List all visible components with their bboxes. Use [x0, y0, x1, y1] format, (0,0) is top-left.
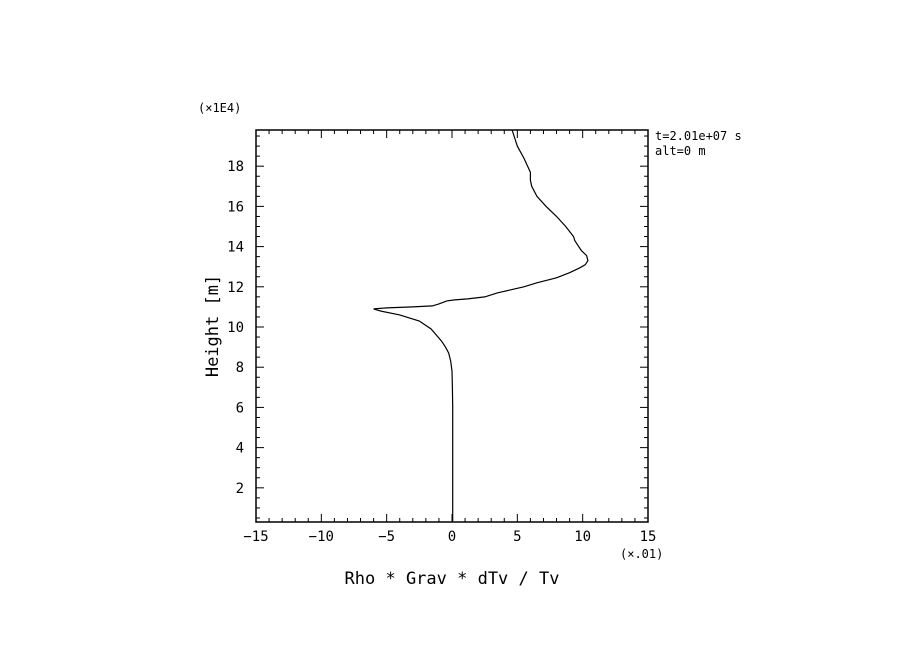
y-tick-label: 2	[236, 481, 244, 497]
data-series-line	[373, 129, 589, 522]
x-tick-label: 10	[574, 529, 591, 545]
y-tick-label: 10	[227, 320, 244, 336]
y-tick-label: 12	[227, 280, 244, 296]
x-tick-label: −5	[378, 529, 395, 545]
x-tick-label: 15	[640, 529, 657, 545]
plot-frame	[255, 129, 649, 523]
tick-labels: −15 −10 −5 0 5 10 15 2 4 6 8 10 12 14 16 18	[227, 159, 656, 545]
y-tick-label: 16	[227, 199, 244, 215]
y-axis-label: Height [m]	[203, 275, 223, 377]
x-axis-multiplier: (×.01)	[620, 547, 663, 561]
time-annotation: t=2.01e+07 s	[655, 129, 742, 143]
x-tick-label: 0	[448, 529, 456, 545]
y-axis-multiplier: (×1E4)	[198, 101, 241, 115]
x-tick-label: −15	[243, 529, 268, 545]
y-tick-label: 14	[227, 240, 244, 256]
y-tick-label: 6	[236, 400, 244, 416]
x-tick-label: −10	[309, 529, 334, 545]
tick-marks	[255, 130, 649, 522]
y-tick-label: 8	[236, 360, 244, 376]
y-tick-label: 18	[227, 159, 244, 175]
x-axis-label: Rho * Grav * dTv / Tv	[345, 569, 560, 589]
x-tick-label: 5	[513, 529, 521, 545]
altitude-annotation: alt=0 m	[655, 144, 706, 158]
y-tick-label: 4	[236, 441, 244, 457]
